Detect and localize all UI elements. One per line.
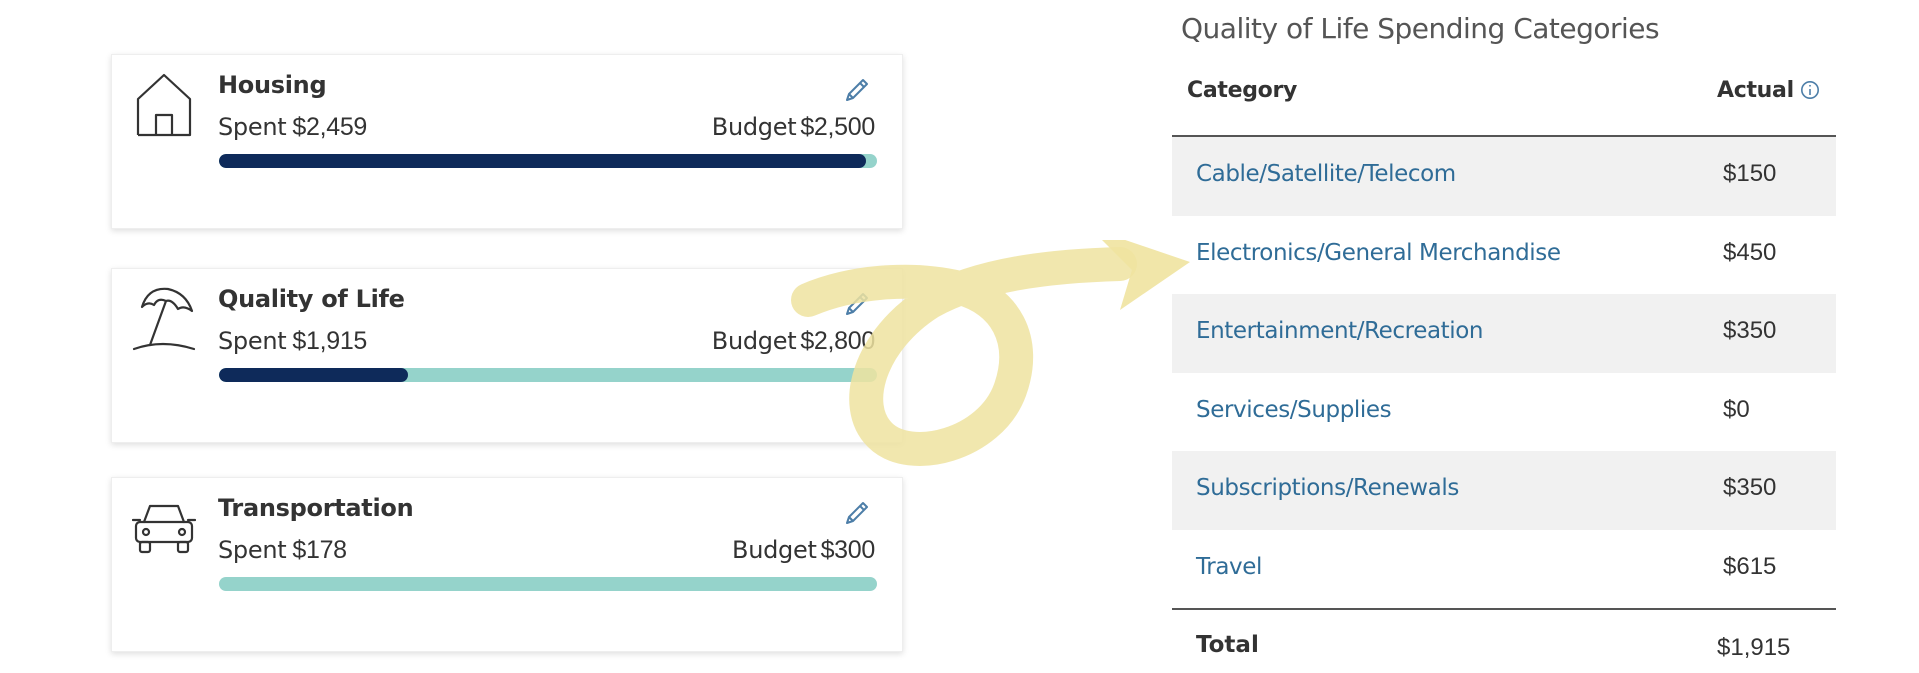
actual-amount: $0 — [1723, 395, 1750, 423]
table-row: Electronics/General Merchandise $450 — [1172, 216, 1836, 295]
table-title: Quality of Life Spending Categories — [1181, 12, 1660, 45]
progress-bar — [219, 577, 877, 591]
spent-text: Spent $2,459 — [218, 113, 368, 141]
actual-amount: $450 — [1723, 238, 1777, 266]
table-total-row: Total $1,915 — [1172, 608, 1836, 673]
spent-text: Spent $1,915 — [218, 327, 368, 355]
beach-umbrella-icon — [132, 283, 196, 355]
table-row: Services/Supplies $0 — [1172, 373, 1836, 452]
house-icon — [132, 69, 196, 141]
spent-amount: $178 — [292, 536, 347, 564]
pencil-edit-icon[interactable] — [842, 75, 872, 105]
card-title: Quality of Life — [218, 285, 405, 313]
total-amount: $1,915 — [1717, 634, 1791, 661]
info-icon[interactable] — [1800, 80, 1820, 100]
table-row: Travel $615 — [1172, 530, 1836, 609]
actual-amount: $150 — [1723, 160, 1777, 187]
column-header-actual: Actual — [1717, 78, 1820, 103]
pencil-edit-icon[interactable] — [842, 498, 872, 528]
table-header: Category Actual — [1172, 60, 1836, 137]
budget-card-transportation: Transportation Spent $178 Budget $300 — [111, 477, 903, 652]
spent-text: Spent $178 — [218, 536, 347, 564]
table-row: Cable/Satellite/Telecom $150 — [1172, 137, 1836, 216]
progress-fill — [219, 368, 409, 382]
budget-text: Budget $2,500 — [711, 113, 876, 141]
pencil-edit-icon[interactable] — [842, 289, 872, 319]
budget-amount: $2,800 — [800, 327, 875, 355]
card-title: Transportation — [218, 494, 414, 522]
category-link[interactable]: Subscriptions/Renewals — [1196, 475, 1459, 501]
table-row: Subscriptions/Renewals $350 — [1172, 451, 1836, 530]
column-header-category: Category — [1187, 78, 1298, 103]
progress-bar — [219, 368, 877, 382]
spent-amount: $1,915 — [292, 327, 368, 355]
progress-bar — [219, 154, 877, 168]
category-link[interactable]: Electronics/General Merchandise — [1196, 239, 1561, 266]
actual-amount: $350 — [1723, 474, 1777, 501]
actual-amount: $615 — [1723, 552, 1777, 580]
budget-amount: $300 — [820, 536, 876, 564]
table-row: Entertainment/Recreation $350 — [1172, 294, 1836, 373]
budget-card-housing: Housing Spent $2,459 Budget $2,500 — [111, 54, 903, 229]
budget-text: Budget $300 — [732, 536, 876, 564]
total-label: Total — [1196, 632, 1259, 658]
budget-card-quality-of-life: Quality of Life Spent $1,915 Budget $2,800 — [111, 268, 903, 443]
category-link[interactable]: Services/Supplies — [1196, 396, 1392, 423]
actual-amount: $350 — [1723, 317, 1777, 344]
spent-amount: $2,459 — [292, 113, 368, 141]
category-link[interactable]: Entertainment/Recreation — [1196, 318, 1484, 344]
car-icon — [132, 492, 196, 564]
card-title: Housing — [218, 71, 327, 99]
category-link[interactable]: Cable/Satellite/Telecom — [1196, 161, 1456, 187]
budget-text: Budget $2,800 — [711, 327, 876, 355]
budget-amount: $2,500 — [800, 113, 875, 141]
spending-categories-table: Category Actual Cable/Satellite/Telecom … — [1172, 60, 1836, 673]
category-link[interactable]: Travel — [1196, 553, 1262, 580]
progress-fill — [219, 154, 867, 168]
